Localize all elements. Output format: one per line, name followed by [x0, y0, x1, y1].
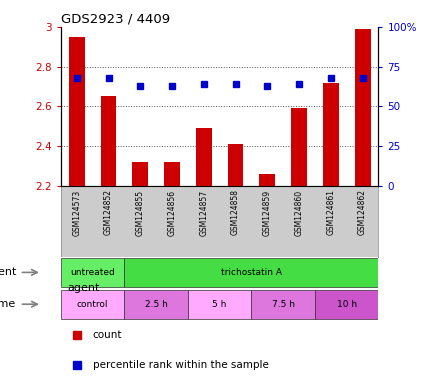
Bar — [322, 83, 338, 186]
Text: 7.5 h: 7.5 h — [271, 300, 294, 309]
Text: GSM124855: GSM124855 — [135, 189, 145, 235]
Text: 5 h: 5 h — [212, 300, 227, 309]
Text: time: time — [0, 299, 16, 309]
Bar — [251, 290, 314, 318]
Text: percentile rank within the sample: percentile rank within the sample — [92, 360, 268, 370]
Text: untreated: untreated — [70, 268, 115, 277]
Text: 10 h: 10 h — [336, 300, 356, 309]
Bar — [290, 108, 306, 186]
Bar — [69, 37, 85, 186]
Text: GSM124857: GSM124857 — [199, 189, 208, 235]
Text: count: count — [92, 330, 122, 340]
Bar — [100, 96, 116, 186]
Text: GSM124858: GSM124858 — [230, 189, 240, 235]
Bar — [354, 29, 370, 186]
Bar — [124, 290, 187, 318]
Text: GDS2923 / 4409: GDS2923 / 4409 — [61, 13, 170, 26]
Text: GSM124573: GSM124573 — [72, 189, 81, 236]
Text: agent: agent — [0, 267, 16, 277]
Bar — [61, 258, 124, 287]
Text: trichostatin A: trichostatin A — [220, 268, 281, 277]
Bar — [259, 174, 275, 186]
Bar — [164, 162, 180, 186]
Text: GSM124856: GSM124856 — [167, 189, 176, 235]
Text: GSM124861: GSM124861 — [326, 189, 335, 235]
Text: GSM124859: GSM124859 — [262, 189, 271, 235]
Bar — [195, 128, 211, 186]
Bar — [61, 290, 124, 318]
Text: GSM124862: GSM124862 — [357, 189, 366, 235]
Text: GSM124852: GSM124852 — [104, 189, 113, 235]
Text: control: control — [77, 300, 108, 309]
Text: GSM124860: GSM124860 — [294, 189, 303, 235]
Bar — [124, 258, 378, 287]
Bar — [132, 162, 148, 186]
Bar — [314, 290, 378, 318]
Text: agent: agent — [67, 283, 99, 293]
Bar — [187, 290, 251, 318]
Bar — [227, 144, 243, 186]
Text: 2.5 h: 2.5 h — [145, 300, 167, 309]
